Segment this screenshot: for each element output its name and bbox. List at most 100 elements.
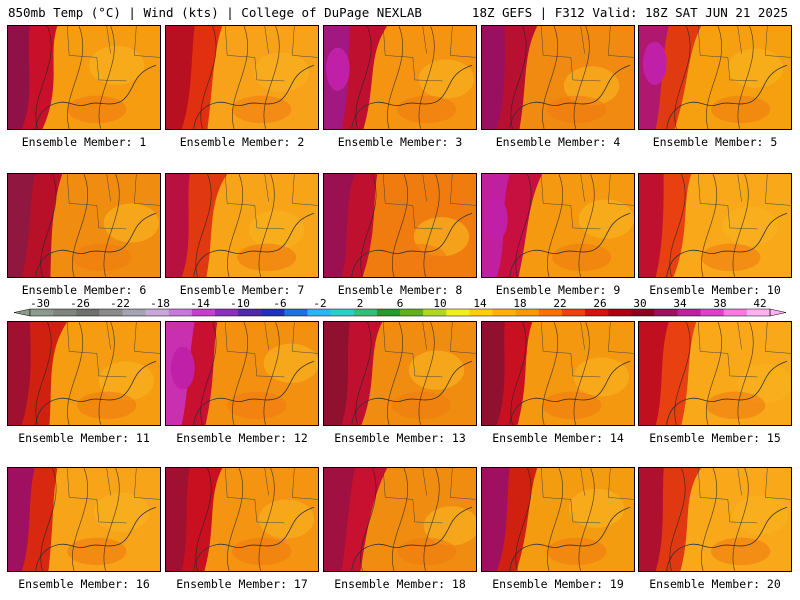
ensemble-member-label: Ensemble Member: 11 bbox=[18, 431, 150, 445]
temperature-field bbox=[639, 174, 791, 277]
colorbar-tick-label: -2 bbox=[313, 298, 326, 310]
ensemble-member-map bbox=[7, 321, 161, 426]
colorbar-tick-label: 42 bbox=[753, 298, 766, 310]
colorbar-swatch bbox=[469, 309, 493, 316]
temperature-field bbox=[324, 26, 476, 129]
colorbar-swatch bbox=[307, 309, 331, 316]
colorbar-tick-label: 22 bbox=[553, 298, 566, 310]
colorbar-swatch bbox=[191, 309, 216, 316]
ensemble-member-label: Ensemble Member: 14 bbox=[492, 431, 624, 445]
ensemble-member-map bbox=[481, 173, 635, 278]
ensemble-member-label: Ensemble Member: 2 bbox=[179, 135, 305, 149]
ensemble-member-map bbox=[7, 173, 161, 278]
ensemble-member-map bbox=[638, 25, 792, 130]
ensemble-member-map bbox=[165, 25, 319, 130]
temperature-colorbar: -30 -26 -22 -18 -14 -10 -6 -2 2 6 10 14 18 22 26 30 34 38… bbox=[13, 298, 787, 317]
temperature-field bbox=[8, 174, 160, 277]
ensemble-member-map bbox=[323, 173, 477, 278]
colorbar-tick-label: 18 bbox=[513, 298, 526, 310]
ensemble-member-label: Ensemble Member: 10 bbox=[649, 283, 781, 297]
colorbar-swatch bbox=[515, 309, 540, 316]
colorbar-swatch bbox=[585, 309, 609, 316]
colorbar-tick-label: 38 bbox=[713, 298, 726, 310]
colorbar-swatch bbox=[215, 309, 239, 316]
colorbar-swatch bbox=[561, 309, 586, 316]
ensemble-member-label: Ensemble Member: 15 bbox=[649, 431, 781, 445]
colorbar-swatch bbox=[30, 309, 54, 316]
colorbar-swatch bbox=[654, 309, 678, 316]
colorbar-swatch bbox=[122, 309, 146, 316]
colorbar-swatch bbox=[631, 309, 655, 316]
temperature-field bbox=[8, 26, 160, 129]
ensemble-member-map bbox=[638, 173, 792, 278]
colorbar-swatch bbox=[446, 309, 470, 316]
colorbar-swatch bbox=[99, 309, 123, 316]
colorbar-swatch bbox=[330, 309, 355, 316]
ensemble-member-map bbox=[638, 321, 792, 426]
ensemble-member-map bbox=[323, 467, 477, 572]
ensemble-member-label: Ensemble Member: 4 bbox=[495, 135, 621, 149]
ensemble-member-label: Ensemble Member: 8 bbox=[337, 283, 463, 297]
colorbar-swatch bbox=[76, 309, 100, 316]
colorbar-swatch bbox=[238, 309, 262, 316]
ensemble-member-map bbox=[481, 321, 635, 426]
colorbar-swatch bbox=[53, 309, 77, 316]
temperature-field bbox=[639, 322, 791, 425]
colorbar-tick-label: -14 bbox=[190, 298, 210, 310]
colorbar-tick-label: 2 bbox=[357, 298, 364, 310]
colorbar-tick-label: 26 bbox=[593, 298, 606, 310]
colorbar-swatch bbox=[400, 309, 424, 316]
colorbar-tick-label: -10 bbox=[230, 298, 250, 310]
ensemble-member-map bbox=[7, 467, 161, 572]
ensemble-member-label: Ensemble Member: 20 bbox=[649, 577, 781, 591]
colorbar-swatch bbox=[538, 309, 563, 316]
colorbar-swatch bbox=[492, 309, 516, 316]
ensemble-member-label: Ensemble Member: 17 bbox=[176, 577, 308, 591]
colorbar-swatch bbox=[284, 309, 308, 316]
temperature-field bbox=[482, 26, 634, 129]
header-right-valid-time: 18Z GEFS | F312 Valid: 18Z SAT JUN 21 20… bbox=[471, 5, 788, 20]
ensemble-member-map bbox=[481, 25, 635, 130]
colorbar-tick-label: -26 bbox=[70, 298, 90, 310]
temperature-field bbox=[8, 468, 160, 571]
colorbar-swatch bbox=[261, 309, 285, 316]
colorbar-swatch bbox=[723, 309, 748, 316]
temperature-field bbox=[166, 174, 318, 277]
colorbar-swatch bbox=[677, 309, 701, 316]
ensemble-member-map bbox=[481, 467, 635, 572]
temperature-field bbox=[482, 174, 634, 277]
ensemble-member-map bbox=[165, 467, 319, 572]
colorbar-tick-label: 10 bbox=[433, 298, 446, 310]
temperature-field bbox=[166, 26, 318, 129]
colorbar-tick-label: -18 bbox=[150, 298, 170, 310]
colorbar-tick-label: -30 bbox=[30, 298, 50, 310]
colorbar-swatch bbox=[168, 309, 193, 316]
temperature-field bbox=[166, 322, 318, 425]
colorbar-tick-label: 30 bbox=[633, 298, 646, 310]
ensemble-member-label: Ensemble Member: 13 bbox=[334, 431, 466, 445]
temperature-field bbox=[166, 468, 318, 571]
ensemble-member-map bbox=[638, 467, 792, 572]
ensemble-member-label: Ensemble Member: 19 bbox=[492, 577, 624, 591]
temperature-field bbox=[482, 468, 634, 571]
ensemble-member-label: Ensemble Member: 12 bbox=[176, 431, 308, 445]
ensemble-member-label: Ensemble Member: 5 bbox=[652, 135, 778, 149]
ensemble-member-map bbox=[165, 321, 319, 426]
temperature-field bbox=[639, 26, 791, 129]
colorbar-tick-label: 34 bbox=[673, 298, 687, 310]
colorbar-tick-label: 6 bbox=[397, 298, 404, 310]
ensemble-member-label: Ensemble Member: 1 bbox=[21, 135, 147, 149]
ensemble-member-label: Ensemble Member: 3 bbox=[337, 135, 463, 149]
ensemble-member-label: Ensemble Member: 16 bbox=[18, 577, 150, 591]
colorbar-swatch bbox=[376, 309, 401, 316]
ensemble-member-map bbox=[165, 173, 319, 278]
colorbar-tick-label: 14 bbox=[473, 298, 487, 310]
ensemble-member-label: Ensemble Member: 9 bbox=[495, 283, 621, 297]
colorbar-tick-label: -22 bbox=[110, 298, 130, 310]
colorbar-swatch bbox=[700, 309, 725, 316]
ensemble-member-label: Ensemble Member: 6 bbox=[21, 283, 147, 297]
colorbar-swatch bbox=[423, 309, 447, 316]
colorbar-swatch bbox=[746, 309, 771, 316]
colorbar-swatch bbox=[608, 309, 632, 316]
ensemble-member-label: Ensemble Member: 7 bbox=[179, 283, 305, 297]
